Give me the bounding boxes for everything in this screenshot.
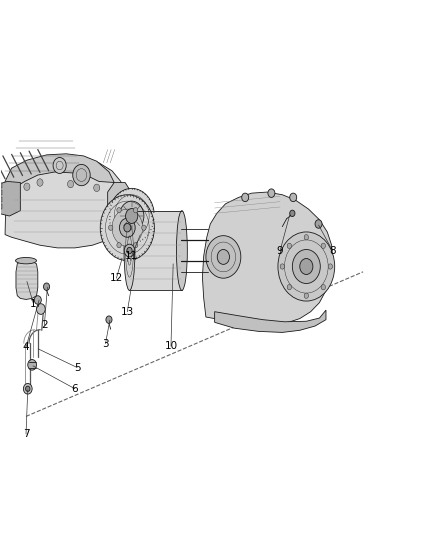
Circle shape — [117, 207, 121, 213]
Circle shape — [109, 225, 113, 230]
Polygon shape — [5, 155, 125, 248]
Text: 11: 11 — [125, 251, 138, 261]
Circle shape — [292, 249, 320, 284]
Bar — [130, 211, 182, 290]
Circle shape — [134, 207, 138, 213]
Circle shape — [206, 236, 241, 278]
Text: 8: 8 — [329, 246, 336, 255]
Polygon shape — [202, 192, 332, 325]
Circle shape — [36, 304, 45, 314]
Text: 12: 12 — [110, 273, 123, 283]
Circle shape — [268, 189, 275, 197]
Text: 2: 2 — [41, 320, 48, 330]
Polygon shape — [215, 310, 326, 333]
Circle shape — [290, 210, 295, 216]
Circle shape — [278, 232, 335, 301]
Circle shape — [117, 243, 121, 248]
Circle shape — [106, 316, 112, 324]
Bar — [0, 183, 2, 188]
Circle shape — [43, 283, 49, 290]
Circle shape — [100, 195, 154, 261]
Polygon shape — [108, 182, 130, 243]
Circle shape — [315, 220, 322, 228]
Circle shape — [287, 243, 292, 248]
Ellipse shape — [15, 257, 36, 264]
Polygon shape — [5, 154, 114, 197]
Circle shape — [321, 285, 325, 290]
Circle shape — [300, 259, 313, 274]
Circle shape — [142, 225, 146, 230]
Circle shape — [120, 218, 135, 237]
Circle shape — [112, 209, 143, 246]
Circle shape — [94, 184, 100, 191]
Text: 9: 9 — [277, 246, 283, 255]
Text: 4: 4 — [23, 342, 29, 352]
Bar — [0, 204, 2, 209]
Ellipse shape — [124, 211, 135, 290]
Circle shape — [134, 243, 138, 248]
Circle shape — [73, 165, 90, 185]
Circle shape — [24, 183, 30, 190]
Bar — [0, 197, 2, 202]
Circle shape — [217, 249, 230, 264]
Bar — [0, 190, 2, 195]
Circle shape — [328, 264, 332, 269]
Circle shape — [37, 179, 43, 186]
Circle shape — [120, 201, 144, 231]
Text: 1: 1 — [30, 298, 37, 309]
Circle shape — [287, 285, 292, 290]
Circle shape — [290, 193, 297, 201]
Text: 13: 13 — [121, 306, 134, 317]
Circle shape — [127, 247, 132, 254]
Circle shape — [124, 223, 131, 232]
Text: 5: 5 — [74, 362, 81, 373]
Ellipse shape — [177, 211, 187, 290]
Circle shape — [126, 208, 138, 223]
Circle shape — [280, 264, 285, 269]
Text: 10: 10 — [164, 341, 177, 351]
Circle shape — [304, 293, 308, 298]
Text: 7: 7 — [23, 429, 29, 439]
Polygon shape — [16, 260, 38, 300]
Polygon shape — [0, 181, 20, 216]
Circle shape — [28, 360, 36, 370]
Circle shape — [25, 386, 30, 391]
Circle shape — [321, 243, 325, 248]
Circle shape — [34, 296, 41, 304]
Text: 3: 3 — [102, 338, 109, 349]
Circle shape — [124, 244, 135, 257]
Circle shape — [67, 180, 74, 188]
Circle shape — [109, 188, 154, 244]
Circle shape — [242, 193, 249, 201]
Circle shape — [304, 235, 308, 240]
Circle shape — [23, 383, 32, 394]
Circle shape — [53, 158, 66, 173]
Text: 6: 6 — [71, 384, 78, 394]
